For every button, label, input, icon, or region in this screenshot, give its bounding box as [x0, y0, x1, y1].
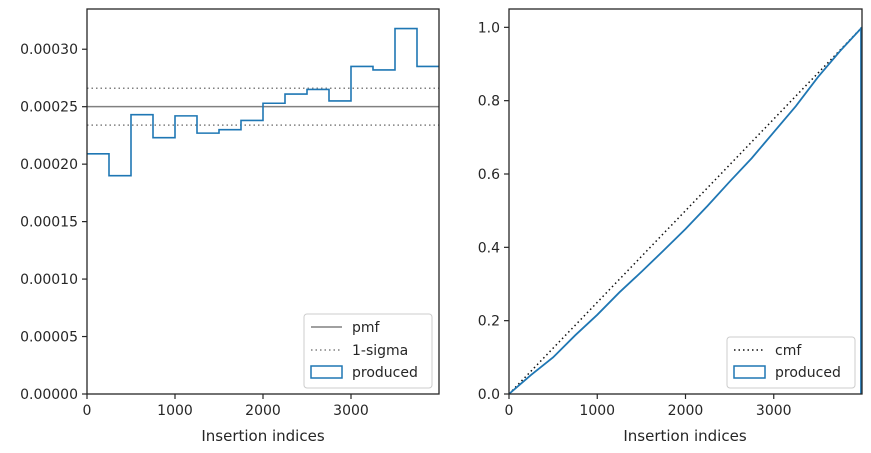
right-x-tick-label: 0 — [505, 403, 514, 419]
right-y-tick-label: 0.6 — [478, 167, 500, 183]
right-y-tick-label: 0.0 — [478, 387, 500, 403]
left-plot-area — [87, 27, 439, 177]
left-x-tick-label: 2000 — [245, 403, 281, 419]
right-x-ticks: 0 1000 2000 3000 — [505, 394, 792, 419]
right-x-tick-label: 3000 — [756, 403, 792, 419]
left-chart: 0 1000 2000 3000 0.000000.000050.000100.000… — [20, 8, 440, 445]
right-y-ticks: 0.0 0.2 0.4 0.6 0.8 1.0 — [478, 20, 509, 403]
left-y-tick-label: 0.00010 — [20, 272, 78, 288]
legend-produced-label: produced — [352, 365, 418, 381]
left-legend: pmf 1-sigma produced — [303, 313, 433, 389]
legend-produced-cdf-label: produced — [775, 365, 841, 381]
left-y-ticks: 0.00000 0.00005 0.00010 0.00015 0.00020 0.000… — [20, 42, 87, 403]
right-x-tick-label: 1000 — [579, 403, 615, 419]
right-plot-area — [508, 26, 863, 395]
cmf-line — [508, 26, 863, 395]
left-y-tick-label: 0.00015 — [20, 215, 78, 231]
legend-pmf-label: pmf — [352, 320, 381, 336]
right-y-tick-label: 0.8 — [478, 94, 500, 110]
right-legend: cmf produced — [726, 336, 856, 389]
right-x-tick-label: 2000 — [668, 403, 704, 419]
legend-sigma-label: 1-sigma — [352, 343, 408, 359]
right-y-tick-label: 0.4 — [478, 240, 500, 256]
left-x-ticks: 0 1000 2000 3000 — [83, 394, 369, 419]
left-x-axis-label: Insertion indices — [201, 427, 324, 445]
left-y-tick-label: 0.00020 — [20, 157, 78, 173]
left-y-tick-label: 0.00000 — [20, 387, 78, 403]
legend-produced-swatch — [310, 365, 343, 379]
produced-cdf-line — [508, 26, 863, 395]
right-y-tick-label: 1.0 — [478, 20, 500, 36]
left-y-tick-label: 0.00025 — [20, 100, 78, 116]
left-y-tick-label: 0.00005 — [20, 330, 78, 346]
right-x-axis-label: Insertion indices — [623, 427, 746, 445]
produced-step-histogram — [87, 27, 439, 177]
legend-produced-cdf-swatch — [733, 365, 766, 379]
right-legend-box — [726, 336, 856, 389]
legend-cmf-label: cmf — [775, 343, 802, 359]
left-y-tick-label: 0.00030 — [20, 42, 78, 58]
right-chart: 0 1000 2000 3000 0.0 0.2 0.4 0.6 0.8 1.0 Inserti… — [478, 8, 863, 445]
left-x-tick-label: 3000 — [333, 403, 369, 419]
right-y-tick-label: 0.2 — [478, 314, 500, 330]
right-axes-frame — [508, 8, 863, 395]
left-x-tick-label: 1000 — [157, 403, 193, 419]
left-x-tick-label: 0 — [83, 403, 92, 419]
left-legend-box — [303, 313, 433, 389]
